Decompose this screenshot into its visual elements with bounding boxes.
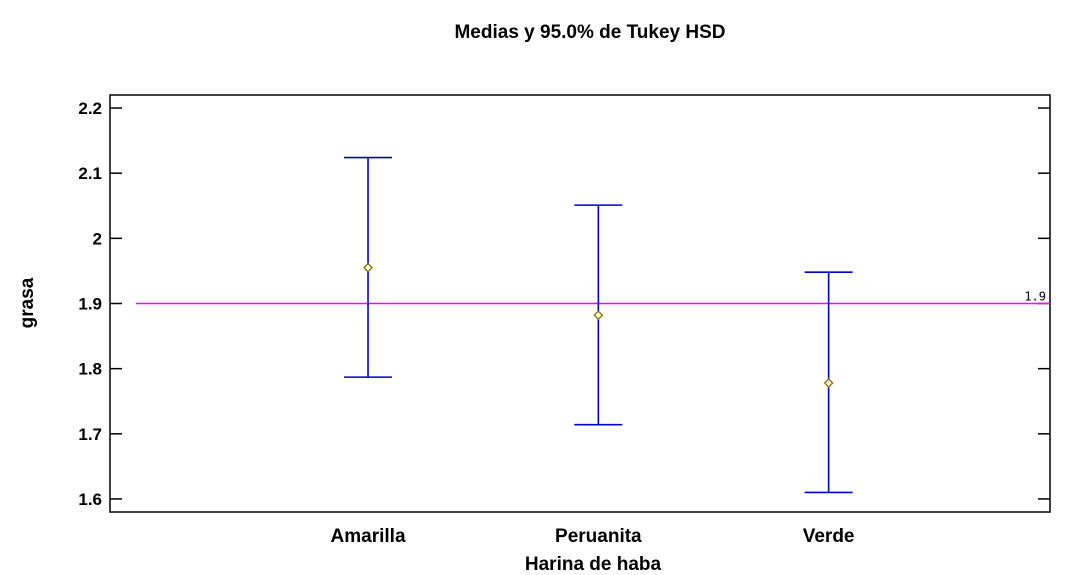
y-tick-label: 1.6	[78, 490, 102, 509]
y-tick-label: 2.2	[78, 99, 102, 118]
y-tick-label: 1.9	[78, 295, 102, 314]
x-tick-label: Peruanita	[555, 526, 642, 547]
mean-marker	[363, 262, 374, 273]
x-tick-label: Amarilla	[331, 526, 406, 547]
y-axis-label: grasa	[17, 277, 38, 328]
x-tick-label: Verde	[803, 526, 855, 547]
x-axis-label: Harina de haba	[525, 554, 662, 575]
y-tick-label: 1.8	[78, 360, 102, 379]
mean-marker	[593, 310, 604, 321]
y-tick-label: 1.7	[78, 425, 102, 444]
plot-area: 1.6 1.7 1.8 1.9 2 2.1 2.2 1.9 Amarilla Peruanita V…	[78, 94, 1051, 547]
reference-line-label: 1.9	[1024, 290, 1046, 304]
y-tick-label: 2.1	[78, 164, 102, 183]
y-tick-label: 2	[93, 229, 102, 248]
mean-marker	[823, 378, 834, 388]
chart-title: Medias y 95.0% de Tukey HSD	[454, 22, 725, 43]
